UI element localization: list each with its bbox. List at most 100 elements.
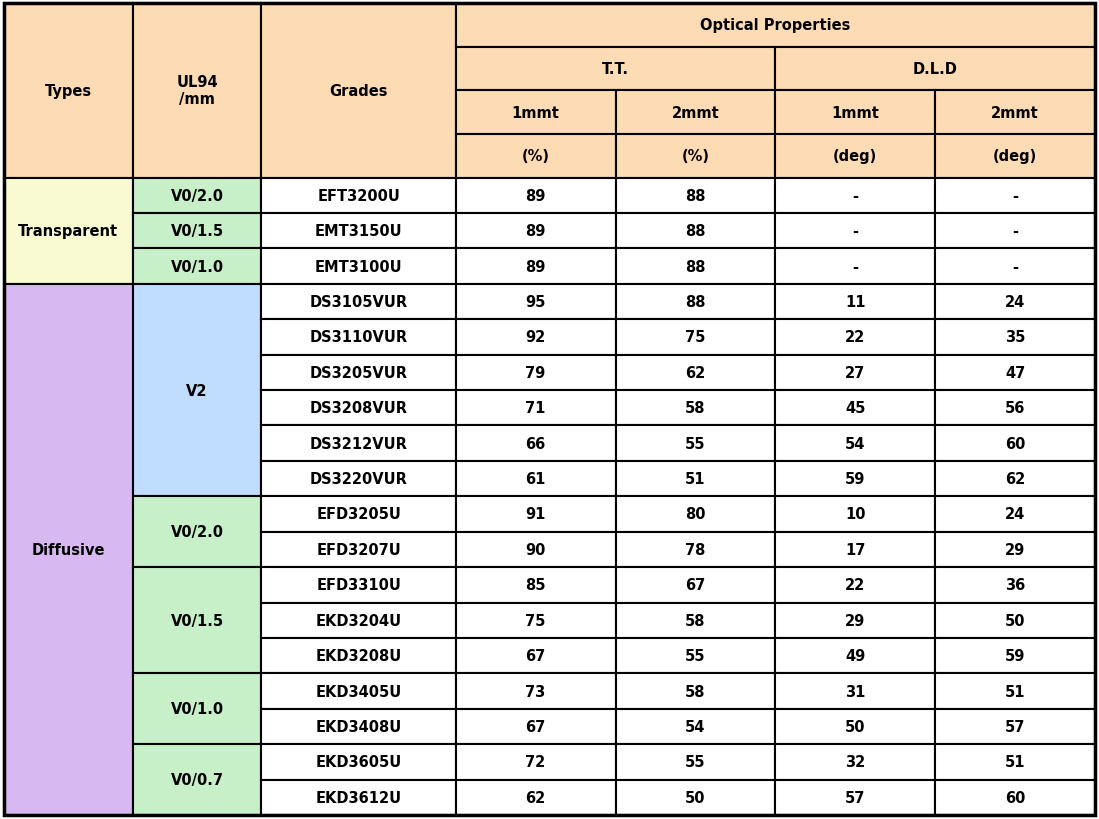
Bar bbox=[935, 391, 1095, 426]
Bar bbox=[615, 709, 775, 744]
Bar bbox=[456, 780, 615, 815]
Bar bbox=[262, 568, 456, 603]
Text: DS3212VUR: DS3212VUR bbox=[310, 437, 408, 451]
Bar bbox=[262, 426, 456, 461]
Text: 45: 45 bbox=[845, 400, 865, 416]
Bar bbox=[262, 355, 456, 391]
Text: 89: 89 bbox=[525, 260, 546, 274]
Bar bbox=[775, 91, 935, 135]
Text: 92: 92 bbox=[525, 330, 546, 345]
Bar bbox=[615, 638, 775, 673]
Bar bbox=[262, 4, 456, 179]
Bar bbox=[935, 179, 1095, 214]
Bar bbox=[262, 179, 456, 214]
Bar bbox=[456, 4, 1095, 48]
Text: 56: 56 bbox=[1004, 400, 1025, 416]
Text: Grades: Grades bbox=[330, 84, 388, 98]
Bar bbox=[935, 355, 1095, 391]
Bar bbox=[615, 532, 775, 568]
Text: 51: 51 bbox=[1004, 684, 1025, 699]
Bar bbox=[935, 320, 1095, 355]
Text: 1mmt: 1mmt bbox=[831, 106, 879, 120]
Text: DS3205VUR: DS3205VUR bbox=[310, 365, 408, 380]
Bar bbox=[935, 603, 1095, 638]
Bar bbox=[615, 744, 775, 780]
Bar bbox=[456, 320, 615, 355]
Text: EFT3200U: EFT3200U bbox=[318, 188, 400, 204]
Bar bbox=[775, 249, 935, 284]
Text: 72: 72 bbox=[525, 754, 546, 769]
Bar bbox=[456, 355, 615, 391]
Text: -: - bbox=[852, 260, 858, 274]
Bar bbox=[935, 135, 1095, 179]
Bar bbox=[775, 135, 935, 179]
Bar bbox=[133, 4, 262, 179]
Bar bbox=[456, 603, 615, 638]
Text: Optical Properties: Optical Properties bbox=[700, 18, 851, 34]
Bar bbox=[775, 214, 935, 249]
Text: DS3110VUR: DS3110VUR bbox=[310, 330, 408, 345]
Bar bbox=[456, 391, 615, 426]
Text: 31: 31 bbox=[845, 684, 865, 699]
Text: DS3220VUR: DS3220VUR bbox=[310, 472, 408, 486]
Text: 55: 55 bbox=[685, 649, 706, 663]
Bar bbox=[935, 532, 1095, 568]
Text: 80: 80 bbox=[685, 507, 706, 522]
Bar bbox=[935, 744, 1095, 780]
Text: 89: 89 bbox=[525, 224, 546, 239]
Text: 55: 55 bbox=[685, 754, 706, 769]
Text: V0/0.7: V0/0.7 bbox=[170, 772, 223, 787]
Text: V0/1.0: V0/1.0 bbox=[170, 701, 224, 717]
Bar bbox=[615, 135, 775, 179]
Text: 51: 51 bbox=[1004, 754, 1025, 769]
Text: DS3105VUR: DS3105VUR bbox=[310, 295, 408, 310]
Bar bbox=[775, 496, 935, 532]
Text: 50: 50 bbox=[845, 719, 866, 734]
Text: 24: 24 bbox=[1004, 507, 1025, 522]
Bar bbox=[133, 179, 262, 214]
Text: 73: 73 bbox=[525, 684, 546, 699]
Text: 32: 32 bbox=[845, 754, 865, 769]
Bar bbox=[456, 48, 775, 91]
Text: 54: 54 bbox=[845, 437, 865, 451]
Text: 61: 61 bbox=[525, 472, 546, 486]
Text: V0/2.0: V0/2.0 bbox=[170, 188, 223, 204]
Bar bbox=[133, 249, 262, 284]
Text: 17: 17 bbox=[845, 542, 865, 557]
Text: -: - bbox=[1012, 188, 1018, 204]
Text: 58: 58 bbox=[685, 684, 706, 699]
Text: 10: 10 bbox=[845, 507, 866, 522]
Text: D.L.D: D.L.D bbox=[913, 62, 957, 77]
Bar bbox=[935, 426, 1095, 461]
Text: 2mmt: 2mmt bbox=[671, 106, 720, 120]
Bar bbox=[615, 355, 775, 391]
Text: 35: 35 bbox=[1004, 330, 1025, 345]
Bar bbox=[456, 426, 615, 461]
Text: 95: 95 bbox=[525, 295, 546, 310]
Text: 60: 60 bbox=[1004, 790, 1025, 805]
Text: 75: 75 bbox=[525, 613, 546, 628]
Text: 85: 85 bbox=[525, 577, 546, 593]
Text: 49: 49 bbox=[845, 649, 865, 663]
Text: 88: 88 bbox=[685, 188, 706, 204]
Bar bbox=[456, 135, 615, 179]
Text: T.T.: T.T. bbox=[602, 62, 629, 77]
Text: EFD3207U: EFD3207U bbox=[317, 542, 401, 557]
Bar bbox=[262, 673, 456, 709]
Text: 58: 58 bbox=[685, 613, 706, 628]
Bar bbox=[262, 391, 456, 426]
Text: 57: 57 bbox=[845, 790, 865, 805]
Bar bbox=[775, 48, 1095, 91]
Bar bbox=[935, 91, 1095, 135]
Bar bbox=[456, 638, 615, 673]
Bar bbox=[262, 249, 456, 284]
Text: Diffusive: Diffusive bbox=[32, 542, 106, 557]
Bar bbox=[615, 91, 775, 135]
Text: 50: 50 bbox=[685, 790, 706, 805]
Bar bbox=[615, 391, 775, 426]
Bar bbox=[935, 461, 1095, 496]
Text: 71: 71 bbox=[525, 400, 546, 416]
Text: 88: 88 bbox=[685, 295, 706, 310]
Bar bbox=[775, 426, 935, 461]
Bar bbox=[615, 780, 775, 815]
